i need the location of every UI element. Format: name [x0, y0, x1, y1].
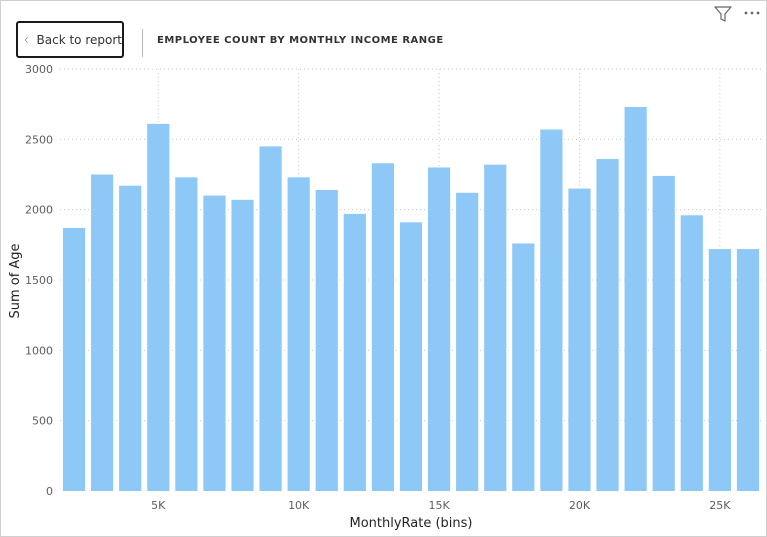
bar[interactable]	[371, 163, 395, 491]
y-axis-label: Sum of Age	[8, 243, 23, 318]
bar[interactable]	[680, 215, 703, 492]
bars	[62, 106, 760, 492]
bar[interactable]	[343, 213, 366, 491]
chevron-left-icon	[24, 37, 28, 42]
bar[interactable]	[596, 159, 619, 491]
bar[interactable]	[624, 106, 647, 491]
bar[interactable]	[399, 222, 423, 491]
x-axis-ticks: 5K 10K 15K 20K 25K	[151, 499, 731, 512]
bar[interactable]	[175, 177, 198, 491]
bar[interactable]	[203, 195, 226, 491]
bar[interactable]	[62, 227, 86, 491]
x-tick-label: 20K	[569, 499, 591, 512]
x-tick-label: 25K	[709, 499, 731, 512]
y-tick-label: 1000	[25, 344, 53, 357]
bar[interactable]	[568, 188, 591, 491]
bar[interactable]	[91, 174, 114, 492]
y-tick-label: 3000	[25, 63, 53, 76]
bar[interactable]	[147, 123, 170, 492]
x-tick-label: 5K	[151, 499, 166, 512]
bar[interactable]	[736, 249, 760, 491]
bar[interactable]	[708, 249, 731, 491]
bar[interactable]	[456, 192, 479, 492]
header-divider	[142, 29, 143, 57]
bar[interactable]	[540, 129, 563, 492]
more-options-icon[interactable]	[742, 6, 762, 20]
bar[interactable]	[652, 175, 675, 491]
bar[interactable]	[427, 167, 451, 491]
bar[interactable]	[287, 177, 310, 491]
y-tick-label: 500	[32, 415, 53, 428]
y-tick-label: 2500	[25, 133, 53, 146]
x-tick-label: 15K	[428, 499, 450, 512]
bar[interactable]	[484, 164, 507, 491]
x-tick-label: 10K	[288, 499, 310, 512]
bar[interactable]	[512, 243, 535, 491]
y-axis-ticks: 0 500 1000 1500 2000 2500 3000	[25, 63, 53, 498]
filter-icon[interactable]	[714, 6, 732, 22]
back-to-report-button[interactable]: Back to report	[16, 21, 124, 58]
bar[interactable]	[119, 185, 142, 491]
bar[interactable]	[259, 146, 282, 491]
chart-title: EMPLOYEE COUNT BY MONTHLY INCOME RANGE	[157, 35, 444, 46]
bar[interactable]	[231, 199, 254, 491]
back-to-report-label: Back to report	[36, 32, 122, 47]
y-tick-label: 2000	[25, 204, 53, 217]
y-tick-label: 1500	[25, 274, 53, 287]
x-axis-label: MonthlyRate (bins)	[349, 516, 472, 531]
y-tick-label: 0	[46, 485, 53, 498]
bar[interactable]	[315, 189, 338, 491]
